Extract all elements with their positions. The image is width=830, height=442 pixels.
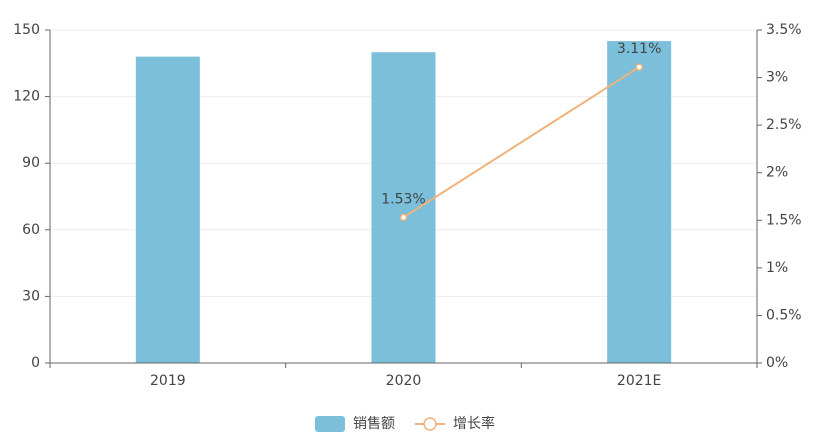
bar	[371, 52, 436, 363]
legend-swatch	[423, 417, 437, 431]
bar	[607, 41, 672, 363]
y-tick-label: 150	[13, 22, 40, 38]
y2-tick-label: 2%	[766, 165, 788, 181]
line	[402, 66, 640, 219]
x-tick-label: 2021E	[617, 373, 661, 389]
y2-tick-label: 2.5%	[766, 117, 802, 133]
y2-tick-label: 1.5%	[766, 212, 802, 228]
line-point	[635, 63, 643, 71]
data-label: 3.11%	[617, 41, 661, 57]
legend-swatch	[315, 416, 345, 432]
x-tick-label: 2019	[150, 373, 186, 389]
y-tick-label: 60	[22, 222, 40, 238]
y-tick-label: 30	[22, 288, 40, 304]
y2-tick-label: 1%	[766, 260, 788, 276]
y2-tick-label: 0%	[766, 355, 788, 371]
legend-label: 增长率	[453, 415, 495, 432]
y2-tick-label: 0.5%	[766, 307, 802, 323]
x-tick-label: 2020	[386, 373, 422, 389]
bar	[135, 56, 200, 363]
y-tick-label: 120	[13, 89, 40, 105]
line-point	[399, 213, 408, 222]
y-tick-label: 0	[31, 355, 40, 371]
y2-tick-label: 3.5%	[766, 22, 802, 38]
y-tick-label: 90	[22, 155, 40, 171]
legend-label: 销售额	[353, 416, 395, 432]
y2-tick-label: 3%	[766, 70, 788, 86]
data-label: 1.53%	[381, 191, 425, 207]
